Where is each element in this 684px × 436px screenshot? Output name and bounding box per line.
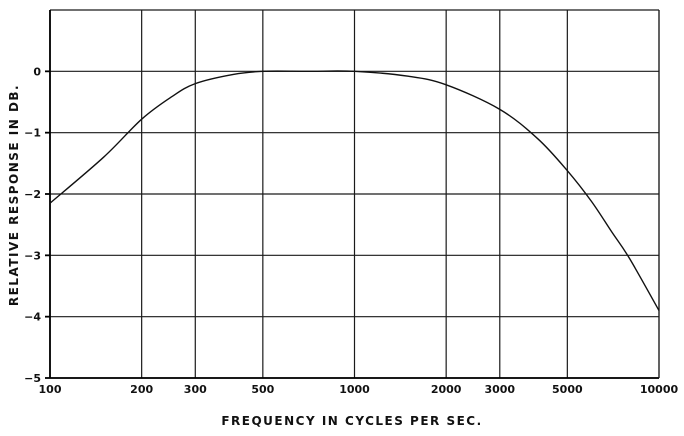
x-tick-label: 200 [130, 383, 153, 396]
axes [45, 10, 660, 379]
x-tick-label: 1000 [339, 383, 370, 396]
x-tick-label: 100 [39, 383, 62, 396]
y-tick-label: −5 [24, 372, 41, 385]
x-tick-label: 500 [251, 383, 274, 396]
x-tick-label: 300 [184, 383, 207, 396]
grid [49, 9, 660, 379]
x-tick-label: 2000 [431, 383, 462, 396]
x-tick-label: 10000 [640, 383, 679, 396]
y-tick-label: −3 [24, 249, 41, 262]
x-tick-label: 5000 [552, 383, 583, 396]
x-tick-label: 3000 [484, 383, 515, 396]
y-tick-label: −4 [24, 311, 41, 324]
series-layer [49, 70, 660, 311]
y-tick-label: 0 [33, 65, 41, 78]
y-axis-title: RELATIVE RESPONSE IN DB. [7, 84, 21, 306]
tick-labels: 100 200 300 500 1000 2000 3000 5000 10000 0 −1 −2 −3… [24, 65, 678, 396]
y-tick-label: −2 [24, 188, 41, 201]
x-axis-title: FREQUENCY IN CYCLES PER SEC. [221, 414, 482, 428]
response-curve [49, 70, 660, 311]
y-tick-label: −1 [24, 127, 41, 140]
